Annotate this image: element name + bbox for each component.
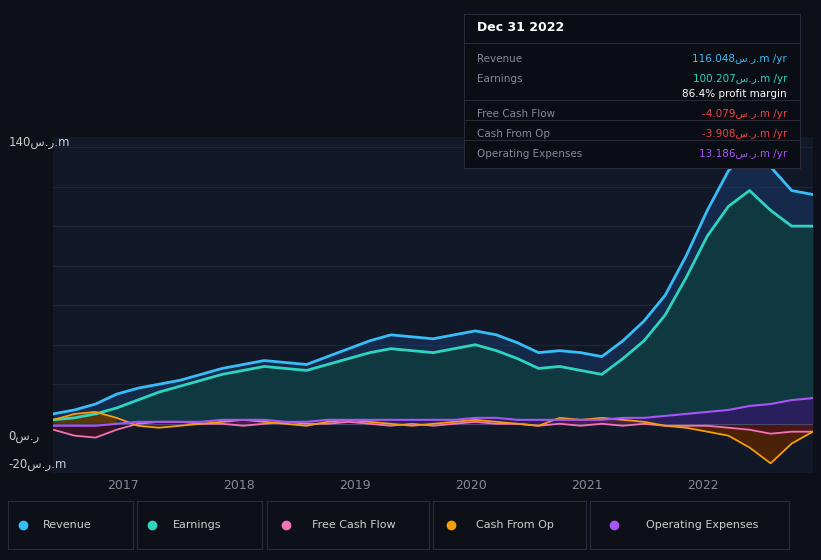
Text: 140س.ر.m: 140س.ر.m: [8, 136, 70, 150]
Text: 100.207س.ر.m /yr: 100.207س.ر.m /yr: [692, 74, 787, 83]
Text: 0س.ر: 0س.ر: [8, 430, 39, 444]
Text: Free Cash Flow: Free Cash Flow: [312, 520, 396, 530]
Text: 13.186س.ر.m /yr: 13.186س.ر.m /yr: [699, 149, 787, 159]
Text: Earnings: Earnings: [477, 74, 523, 83]
Text: -3.908س.ر.m /yr: -3.908س.ر.m /yr: [702, 129, 787, 139]
Text: Dec 31 2022: Dec 31 2022: [477, 21, 565, 34]
Text: 116.048س.ر.m /yr: 116.048س.ر.m /yr: [692, 54, 787, 64]
Text: Operating Expenses: Operating Expenses: [645, 520, 758, 530]
Text: 86.4% profit margin: 86.4% profit margin: [682, 89, 787, 99]
Text: Earnings: Earnings: [172, 520, 221, 530]
Text: Free Cash Flow: Free Cash Flow: [477, 109, 556, 119]
Text: Cash From Op: Cash From Op: [475, 520, 553, 530]
Text: Revenue: Revenue: [477, 54, 522, 64]
Text: Operating Expenses: Operating Expenses: [477, 149, 583, 159]
Text: Cash From Op: Cash From Op: [477, 129, 550, 139]
Text: Revenue: Revenue: [44, 520, 92, 530]
Text: -4.079س.ر.m /yr: -4.079س.ر.m /yr: [702, 109, 787, 119]
Text: -20س.ر.m: -20س.ر.m: [8, 458, 67, 472]
